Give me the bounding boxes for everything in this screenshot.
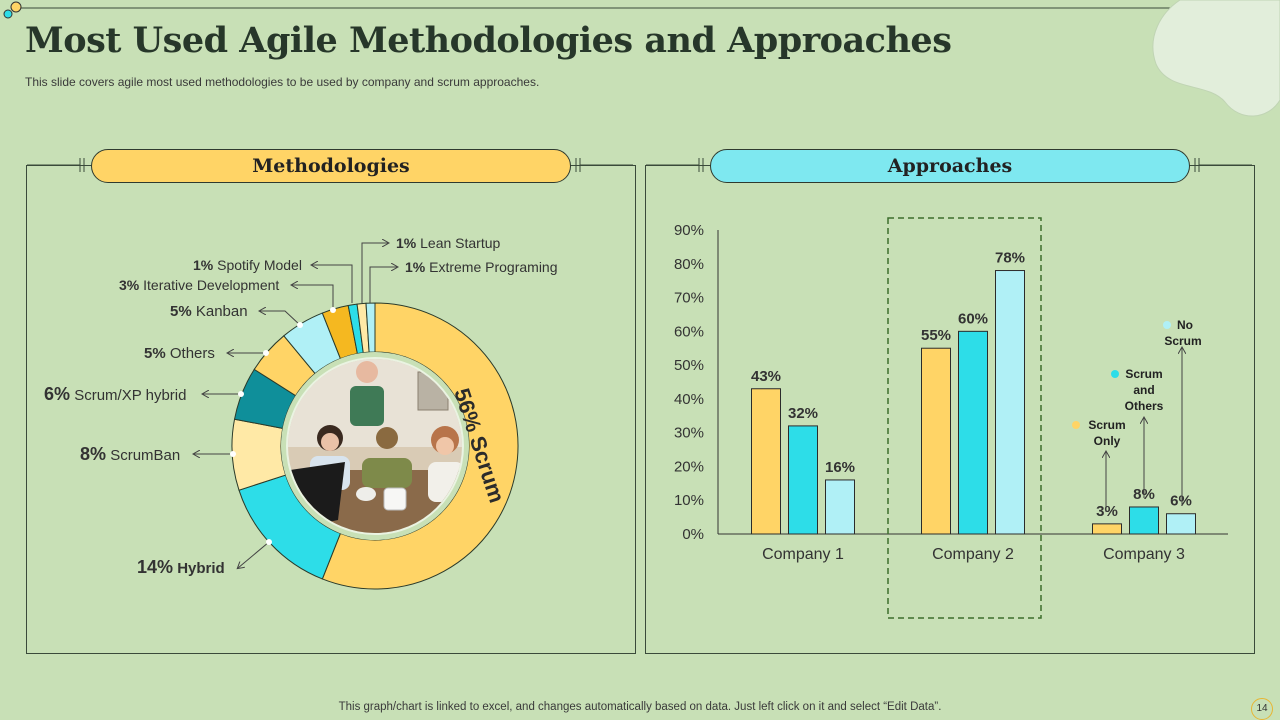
footer-note: This graph/chart is linked to excel, and… [338, 701, 942, 713]
bar-label-2-2: 6% [1170, 493, 1192, 510]
bar-1-1 [958, 330, 988, 535]
legend-dot-scrum-only [1072, 421, 1080, 429]
x-category-labels: Company 1 Company 2 Company 3 [762, 546, 1185, 563]
y-tick-6: 60% [674, 323, 704, 340]
y-tick-7: 70% [674, 290, 704, 307]
leader-lines [194, 243, 397, 568]
label-others: 5% Others [144, 345, 215, 362]
label-scrumban: 8% ScrumBan [80, 444, 180, 464]
y-tick-8: 80% [674, 256, 704, 273]
callout-arrows [1106, 348, 1182, 512]
legend-no-scrum: No Scrum [1164, 318, 1201, 348]
y-tick-5: 50% [674, 357, 704, 374]
page-title: Most Used Agile Methodologies and Approa… [25, 20, 952, 61]
bar-label-0-1: 32% [788, 405, 818, 422]
bar-2-1 [1129, 506, 1159, 535]
bar-0-2 [825, 479, 855, 535]
company2-highlight-box [887, 217, 1042, 619]
label-kanban: 5% Kanban [170, 303, 248, 320]
corner-dot-yellow [10, 1, 22, 13]
bar-label-1-0: 55% [921, 327, 951, 344]
bars [751, 270, 1196, 535]
y-tick-0: 0% [682, 526, 704, 543]
bar-data-labels: 43%32%16%55%60%78%3%8% 6% [751, 250, 1192, 520]
bar-label-1-1: 60% [958, 310, 988, 327]
legend-dot-no-scrum [1163, 321, 1171, 329]
legend-scrum-and-others: Scrum and Others [1125, 367, 1164, 413]
leader-dots [230, 307, 336, 545]
page-number: 14 [1251, 698, 1273, 720]
label-hybrid: 14% Hybrid [137, 557, 225, 577]
bar-label-2-0: 3% [1096, 503, 1118, 520]
bar-label-0-2: 16% [825, 459, 855, 476]
label-extreme-programing: 1% Extreme Programing [405, 259, 558, 275]
bar-label-1-2: 78% [995, 250, 1025, 267]
label-lean-startup: 1% Lean Startup [396, 235, 501, 251]
y-tick-2: 20% [674, 458, 704, 475]
bar-2-2 [1166, 513, 1196, 535]
corner-blob [1152, 0, 1280, 117]
y-tick-labels: 0% 10% 20% 30% 40% 50% 60% 70% 80% 90% [674, 222, 704, 543]
x-category-1: Company 2 [932, 546, 1014, 563]
approaches-header: Approaches [710, 149, 1190, 183]
legend-scrum-only: Scrum Only [1088, 418, 1125, 448]
bar-label-0-0: 43% [751, 368, 781, 385]
bar-1-0 [921, 347, 951, 535]
page-subtitle: This slide covers agile most used method… [25, 75, 540, 89]
y-tick-3: 30% [674, 425, 704, 442]
bar-2-0 [1092, 523, 1122, 535]
corner-dot-cyan [3, 9, 13, 19]
label-iterative-development: 3% Iterative Development [119, 277, 279, 293]
x-category-0: Company 1 [762, 546, 844, 563]
y-tick-4: 40% [674, 391, 704, 408]
methodologies-header: Methodologies [91, 149, 571, 183]
bar-0-1 [788, 425, 818, 535]
y-tick-9: 90% [674, 222, 704, 239]
bar-0-0 [751, 388, 781, 535]
label-scrum-xp-hybrid: 6% Scrum/XP hybrid [44, 384, 186, 404]
x-category-2: Company 3 [1103, 546, 1185, 563]
y-tick-1: 10% [674, 492, 704, 509]
bar-1-2 [995, 270, 1025, 535]
legend-dot-scrum-and-others [1111, 370, 1119, 378]
label-spotify-model: 1% Spotify Model [193, 257, 302, 273]
